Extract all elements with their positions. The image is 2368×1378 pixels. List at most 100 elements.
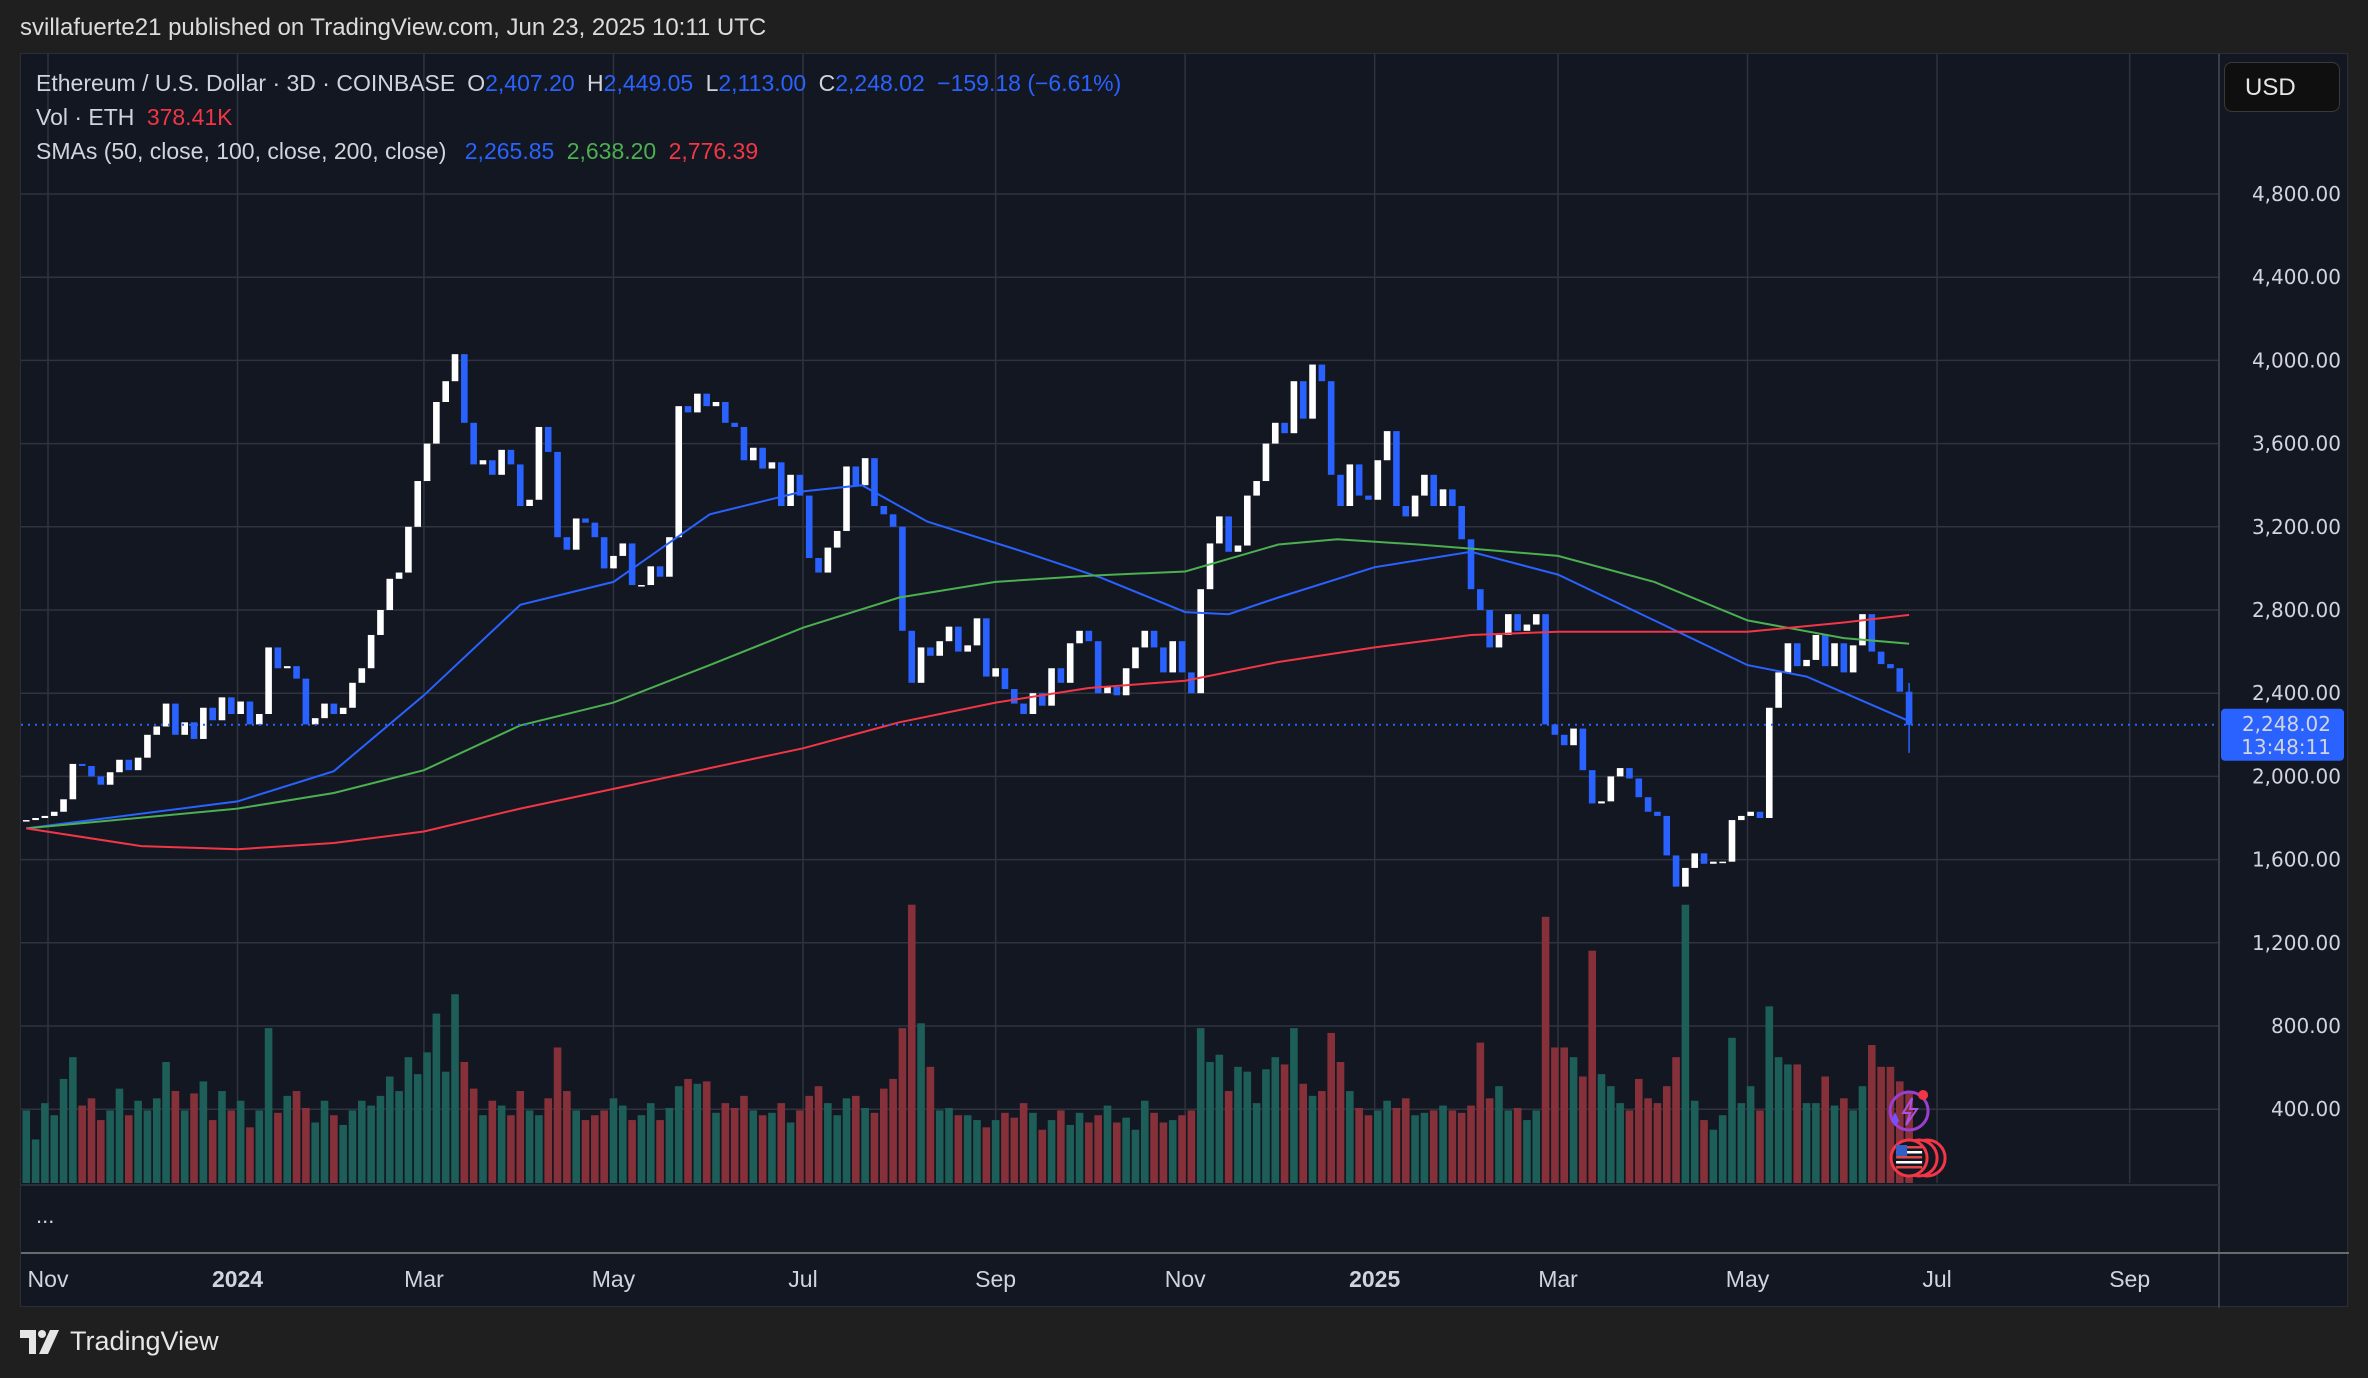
candle[interactable] [1514,614,1521,631]
candle[interactable] [1579,728,1587,771]
candle[interactable] [1122,668,1130,696]
candle[interactable] [1020,703,1027,714]
candle[interactable] [1206,543,1214,590]
candle[interactable] [759,447,766,469]
candle[interactable] [889,514,897,527]
candle[interactable] [1831,643,1838,667]
sma-label[interactable]: SMAs (50, close, 100, close, 200, close) [36,138,447,164]
candle[interactable] [50,811,58,816]
candle[interactable] [367,634,375,669]
candle[interactable] [1728,820,1736,862]
candle[interactable] [1104,686,1111,694]
candle[interactable] [1188,672,1195,694]
candle[interactable] [1253,481,1260,496]
candle[interactable] [1607,776,1615,802]
candle[interactable] [1738,815,1745,821]
candle[interactable] [246,701,254,725]
candle[interactable] [339,707,347,714]
candle[interactable] [647,566,655,586]
candle[interactable] [1663,815,1671,856]
candle[interactable] [722,402,729,423]
candle[interactable] [731,422,738,427]
candle[interactable] [1113,686,1121,696]
candle[interactable] [1132,647,1139,669]
more-indicators-button[interactable]: ... [36,1203,55,1228]
chart-frame[interactable]: 400.00 800.00 1,200.00 1,600.00 2,000.00 2,40… [20,53,2349,1308]
candle[interactable] [1066,643,1074,683]
candle[interactable] [116,759,123,773]
candle[interactable] [433,402,440,444]
candle[interactable] [1057,668,1065,683]
candle[interactable] [395,572,403,579]
candle[interactable] [1010,689,1018,704]
candle[interactable] [1169,641,1177,673]
candle[interactable] [283,666,291,669]
candle[interactable] [936,641,944,656]
candle[interactable] [358,668,366,683]
candle[interactable] [768,462,776,469]
candle[interactable] [638,585,645,587]
candle[interactable] [1784,643,1792,673]
candle[interactable] [1765,707,1773,818]
candle[interactable] [507,449,515,465]
candle[interactable] [442,381,449,402]
candle[interactable] [1355,464,1363,496]
candle[interactable] [1887,664,1894,669]
candle[interactable] [1430,474,1438,506]
lightning-event-icon[interactable] [1888,1090,1930,1132]
candle[interactable] [125,759,133,771]
candle[interactable] [600,537,608,569]
candle[interactable] [1290,381,1298,434]
candle[interactable] [1504,614,1512,635]
candle[interactable] [1299,381,1307,419]
candle[interactable] [1654,811,1661,816]
sma-legend[interactable]: SMAs (50, close, 100, close, 200, close)… [36,138,764,165]
candle[interactable] [563,537,571,550]
candle[interactable] [843,466,850,531]
candle[interactable] [1001,668,1009,690]
candle[interactable] [321,703,328,719]
candle[interactable] [1309,364,1316,419]
candle[interactable] [330,703,338,714]
candle[interactable] [554,451,561,538]
candle[interactable] [181,722,189,735]
candle[interactable] [1626,768,1633,779]
candle[interactable] [1756,811,1764,818]
candle[interactable] [675,406,683,538]
candle[interactable] [1719,861,1726,864]
candle[interactable] [582,518,589,523]
candle[interactable] [1383,431,1391,461]
candle[interactable] [861,458,869,486]
candle[interactable] [852,466,860,486]
candle[interactable] [1793,643,1801,667]
candle[interactable] [1523,624,1531,631]
candle[interactable] [1281,422,1288,434]
candle[interactable] [1747,811,1754,816]
candle[interactable] [1411,495,1419,517]
candle[interactable] [97,776,105,785]
candle[interactable] [1048,668,1055,706]
candle[interactable] [302,678,310,725]
candle[interactable] [880,506,888,515]
candle[interactable] [712,402,720,407]
candle[interactable] [377,610,384,635]
candle[interactable] [349,682,356,708]
candle[interactable] [1439,489,1447,506]
candle[interactable] [1598,801,1605,804]
candle[interactable] [992,668,999,677]
candle[interactable] [1234,545,1242,552]
candle[interactable] [1467,539,1475,590]
candle[interactable] [60,799,67,812]
candle[interactable] [619,543,627,556]
candle[interactable] [1672,855,1680,887]
candle[interactable] [265,647,272,714]
candle[interactable] [1337,474,1344,506]
candle[interactable] [1244,495,1251,546]
candle[interactable] [1849,645,1857,673]
candle[interactable] [1812,634,1820,660]
candle[interactable] [144,734,151,758]
candle[interactable] [1644,797,1652,812]
candle[interactable] [1859,614,1866,646]
candle[interactable] [414,481,422,527]
candle[interactable] [489,460,496,475]
